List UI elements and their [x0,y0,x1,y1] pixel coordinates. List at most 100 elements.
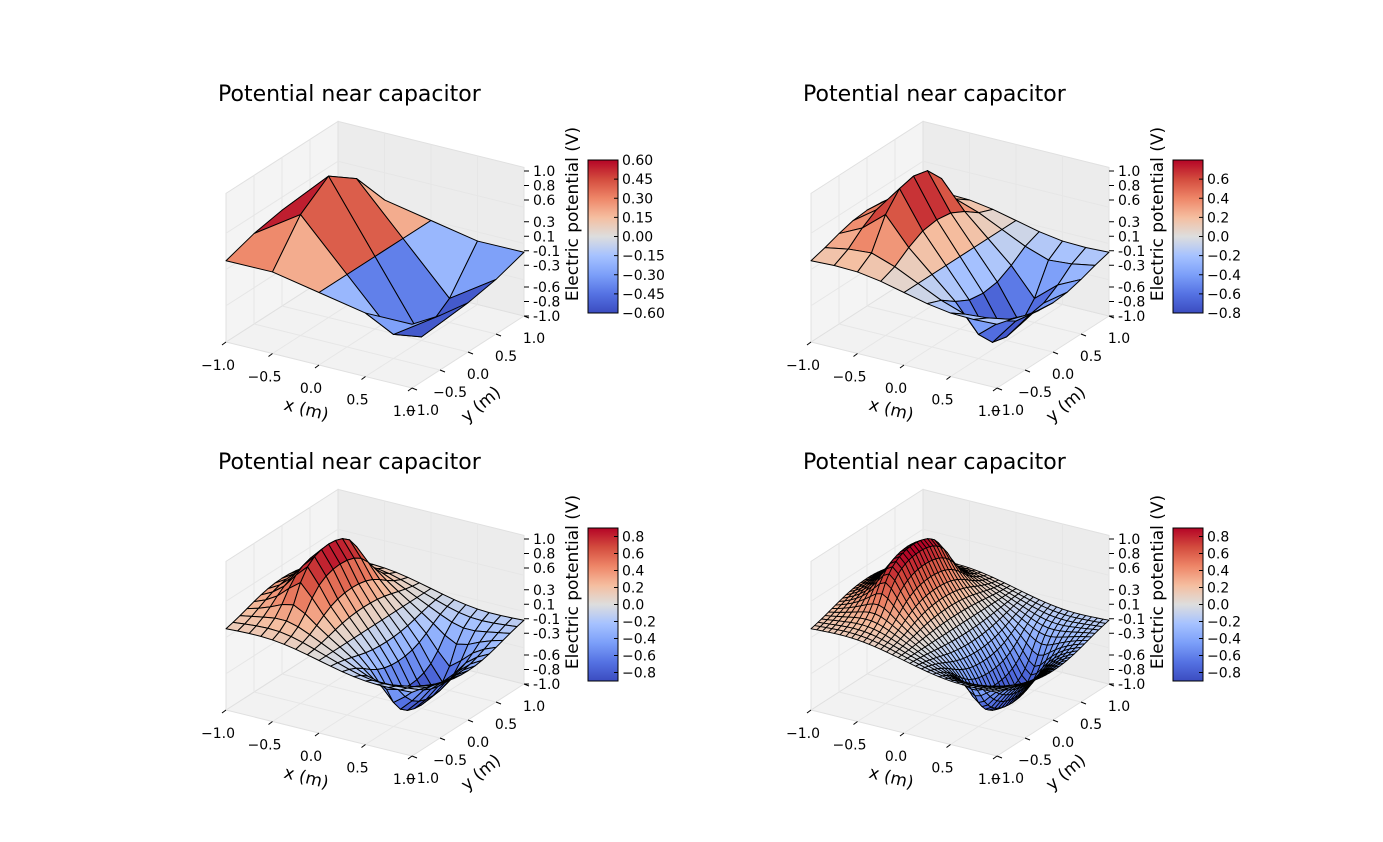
y-tick-mark [1080,701,1087,705]
y-tick-label: −0.5 [1018,385,1052,401]
x-axis-label: x (m) [282,395,331,425]
x-tick-mark [361,376,366,380]
z-tick-label: 0.1 [533,597,555,613]
x-tick-label: 0.0 [300,749,322,765]
floor-grid-line [281,305,469,353]
y-tick-label: 0.5 [495,349,517,365]
x-tick-label: −0.5 [248,370,282,386]
x-tick-mark [806,341,812,346]
y-tick-mark [411,755,418,759]
y-tick-mark [495,333,502,337]
z-tick-label: 0.3 [1118,215,1140,231]
z-tick-label: -0.3 [533,258,560,274]
z-tick-label: 1.0 [533,532,555,548]
floor-grid-line [950,304,1063,377]
colorbar-tick-label: −0.2 [1207,249,1241,265]
x-tick-label: −1.0 [786,358,820,374]
surface-patch [973,317,1012,325]
colorbar-tick-label: −0.6 [1207,287,1241,303]
colorbar-tick-label: 0.2 [1207,210,1229,226]
colorbar-tick-label: −0.45 [622,287,665,303]
y-tick-label: −1.0 [405,403,439,419]
x-tick-mark [268,353,273,357]
y-tick-label: −1.0 [405,771,439,787]
colorbar [1172,159,1204,314]
x-tick-label: −0.5 [833,370,867,386]
x-tick-label: −0.5 [248,738,282,754]
floor-grid-line [866,673,1054,721]
colorbar-tick-label: 0.0 [1207,598,1229,614]
x-tick-label: 0.0 [885,749,907,765]
subplot-4: −1.0−0.50.00.51.0x (m) −1.0−0.50.00.51.0y… [786,450,1241,795]
colorbar-tick-label: −0.6 [622,649,656,665]
colorbar-tick-label: 0.6 [1207,547,1229,563]
colorbar-tick-label: 0.0 [1207,230,1229,246]
y-tick-label: −1.0 [990,403,1024,419]
floor-grid-line [950,672,1063,745]
z-tick-label: -0.3 [1118,258,1145,274]
y-tick-mark [996,387,1003,391]
floor-grid-line [866,305,1054,353]
z-tick-label: -0.1 [533,244,560,260]
x-tick-mark [992,755,998,760]
z-tick-label: -0.1 [533,612,560,628]
colorbar-tick-label: 0.8 [622,530,644,546]
z-axis-label: Electric potential (V) [1148,495,1168,669]
x-tick-label: 0.5 [931,761,953,777]
z-tick-label: -1.0 [533,677,560,693]
y-tick-mark [495,701,502,705]
x-tick-mark [853,721,858,725]
x-tick-label: −1.0 [201,358,235,374]
x-tick-mark [853,353,858,357]
z-tick-label: 0.8 [533,179,555,195]
surface-patch [990,689,1001,693]
colorbar [587,527,619,682]
x-tick-mark [407,387,413,392]
colorbar-tick-label: 0.6 [1207,172,1229,188]
colorbar-tick-label: −0.8 [1207,666,1241,682]
floor-grid-line [365,672,478,745]
y-tick-label: 0.5 [495,717,517,733]
x-tick-mark [221,341,227,346]
y-tick-mark [467,719,474,723]
z-tick-label: 0.3 [533,215,555,231]
y-tick-label: 1.0 [1108,699,1130,715]
x-axis-label: x (m) [282,763,331,793]
z-tick-label: 0.6 [1118,193,1140,209]
y-tick-label: −0.5 [433,385,467,401]
colorbar-tick-label: 0.60 [622,153,653,169]
x-tick-mark [407,755,413,760]
z-tick-label: -0.1 [1118,612,1145,628]
x-tick-mark [899,732,905,737]
floor-grid-line [365,304,478,377]
subplot-title: Potential near capacitor [218,450,482,475]
y-tick-mark [1080,333,1087,337]
x-axis-label: x (m) [867,763,916,793]
x-tick-mark [899,364,905,369]
colorbar-tick-label: −0.60 [622,306,665,322]
surface-patch [399,687,420,693]
z-tick-label: -0.1 [1118,244,1145,260]
colorbar-tick-label: −0.8 [1207,306,1241,322]
colorbar-tick-label: −0.2 [622,615,656,631]
z-tick-label: -0.8 [1118,295,1145,311]
x-tick-label: −1.0 [201,726,235,742]
x-tick-mark [221,709,227,714]
y-tick-mark [1024,369,1031,373]
colorbar-tick-label: 0.2 [622,581,644,597]
colorbar-tick-label: 0.45 [622,172,653,188]
z-tick-label: 0.3 [533,583,555,599]
z-axis-label: Electric potential (V) [563,495,583,669]
colorbar-tick-label: −0.2 [1207,615,1241,631]
x-tick-label: 0.0 [885,381,907,397]
y-tick-mark [467,351,474,355]
x-tick-mark [314,732,320,737]
x-tick-label: 1.0 [393,772,415,788]
z-tick-label: -0.6 [533,280,560,296]
x-tick-mark [361,744,366,748]
subplot-3: −1.0−0.50.00.51.0x (m) −1.0−0.50.00.51.0y… [201,450,656,795]
x-tick-mark [806,709,812,714]
y-tick-label: 0.5 [1080,717,1102,733]
colorbar-tick-label: −0.30 [622,268,665,284]
